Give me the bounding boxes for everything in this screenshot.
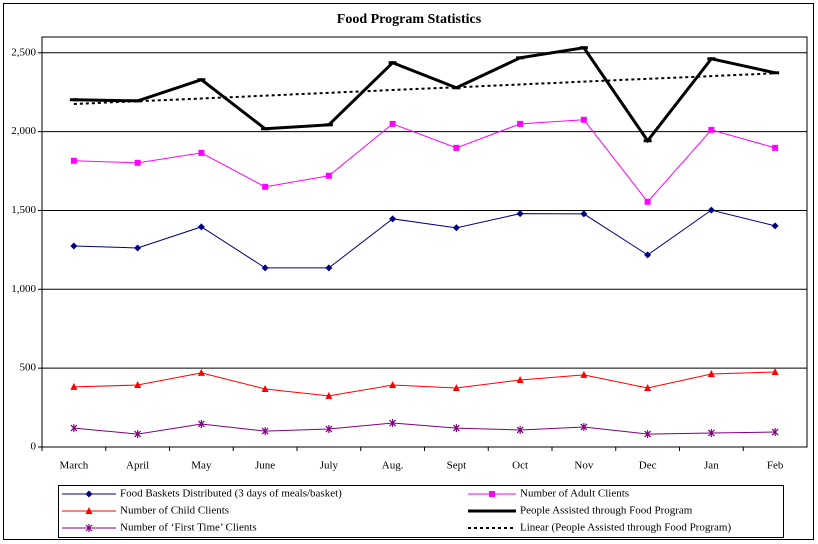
legend-label: Linear (People Assisted through Food Pro… — [520, 522, 731, 534]
y-tick-label: 1,500 — [11, 204, 36, 216]
marker — [644, 384, 652, 392]
marker — [517, 120, 524, 127]
marker — [771, 222, 779, 230]
legend-label: Food Baskets Distributed (3 days of meal… — [120, 488, 342, 500]
marker — [772, 144, 779, 151]
legend-label: Number of Child Clients — [120, 505, 229, 517]
y-tick-label: 2,500 — [11, 46, 36, 58]
marker — [644, 430, 652, 439]
marker — [134, 430, 142, 439]
x-tick-label: Jan — [704, 460, 719, 472]
series-line — [73, 209, 776, 269]
marker — [452, 424, 460, 433]
legend-label: People Assisted through Food Program — [520, 505, 693, 517]
x-tick-label: Dec — [639, 460, 657, 472]
series-markers — [70, 367, 779, 399]
marker — [325, 391, 333, 399]
series-markers — [70, 419, 779, 439]
marker — [452, 384, 460, 392]
y-tick-label: 0 — [31, 441, 37, 453]
marker — [389, 419, 397, 428]
marker — [261, 264, 269, 272]
series-markers — [70, 116, 779, 205]
x-tick-label: Sept — [447, 460, 467, 472]
marker — [325, 425, 333, 434]
series-line — [73, 119, 776, 203]
marker — [389, 381, 397, 389]
x-tick-label: Oct — [512, 460, 528, 472]
legend-label: Number of ‘First Time’ Clients — [120, 522, 257, 534]
x-tick-label: Nov — [574, 460, 593, 472]
x-tick-label: May — [191, 460, 212, 472]
x-tick-label: March — [60, 460, 89, 472]
marker — [85, 507, 93, 514]
marker — [707, 369, 715, 377]
legend-label: Number of Adult Clients — [520, 488, 629, 500]
marker — [516, 210, 524, 218]
marker — [70, 157, 77, 164]
marker — [644, 251, 652, 259]
marker — [85, 490, 93, 498]
marker — [70, 242, 78, 250]
marker — [70, 382, 78, 390]
marker — [707, 428, 715, 437]
marker — [453, 144, 460, 151]
marker — [262, 183, 269, 190]
marker — [708, 126, 715, 133]
marker — [580, 210, 588, 218]
marker — [261, 427, 269, 436]
x-tick-label: July — [320, 460, 339, 472]
marker — [452, 224, 460, 232]
series-line — [73, 422, 776, 435]
marker — [197, 223, 205, 231]
marker — [389, 215, 397, 223]
marker — [707, 206, 715, 214]
y-tick-label: 1,000 — [11, 283, 36, 295]
marker — [261, 384, 269, 392]
marker — [134, 244, 142, 252]
marker — [197, 368, 205, 376]
series-line — [73, 46, 776, 144]
marker — [325, 264, 333, 272]
marker — [489, 491, 495, 497]
series-line — [73, 371, 776, 397]
marker — [580, 116, 587, 123]
marker — [134, 159, 141, 166]
marker — [389, 120, 396, 127]
x-tick-label: Aug. — [382, 460, 404, 472]
marker — [771, 367, 779, 375]
marker — [580, 370, 588, 378]
marker — [580, 422, 588, 431]
x-tick-label: Feb — [767, 460, 784, 472]
y-tick-label: 2,000 — [11, 125, 36, 137]
marker — [197, 419, 205, 428]
marker — [771, 428, 779, 437]
chart-title: Food Program Statistics — [337, 12, 482, 27]
x-tick-label: April — [126, 460, 149, 472]
marker — [134, 381, 142, 389]
x-tick-label: June — [255, 460, 275, 472]
series-line — [73, 72, 776, 106]
y-tick-label: 500 — [20, 362, 37, 374]
series-markers — [70, 206, 779, 272]
marker — [70, 424, 78, 433]
marker — [516, 375, 524, 383]
marker — [516, 425, 524, 434]
marker — [644, 198, 651, 205]
marker — [85, 524, 93, 532]
marker — [325, 172, 332, 179]
legend-box — [58, 485, 784, 538]
marker — [198, 149, 205, 156]
